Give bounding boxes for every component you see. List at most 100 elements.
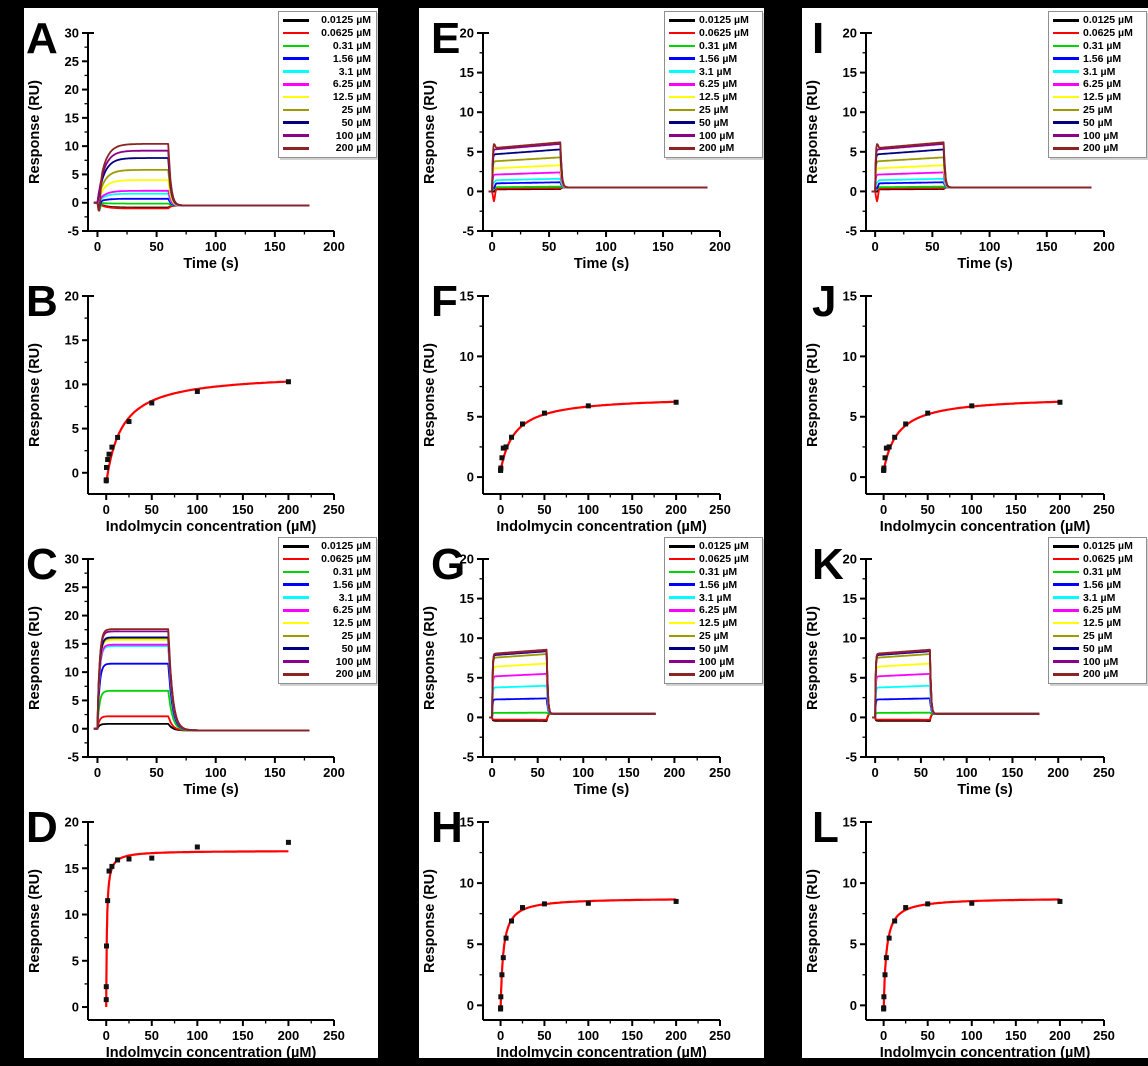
y-tick-label: 15 [65,333,79,348]
legend-entry: 50 µM [283,642,371,655]
legend-line-swatch [1053,95,1079,99]
legend-line-swatch [1053,83,1079,86]
panel-i: I 0 50 100 150 200 -5 0 5 10 15 20 Time (s) Response… [802,9,1148,271]
data-point [969,900,975,906]
x-tick-label: 0 [94,239,101,254]
legend-entry: 0.0125 µM [283,540,371,553]
legend-label: 100 µM [1083,129,1119,142]
legend-line-swatch [669,583,695,587]
x-axis-title: Time (s) [183,256,239,271]
x-tick-label: 50 [145,1028,159,1043]
data-point [498,994,504,1000]
panel-label-c: C [26,540,58,589]
series-line-25µM [872,653,1040,719]
legend-line-swatch [283,634,309,638]
legend-label: 100 µM [335,655,371,668]
data-point [109,863,115,869]
legend-line-swatch [669,147,695,150]
legend-line-swatch [1053,70,1079,73]
legend-line-swatch [1053,647,1079,651]
legend-label: 200 µM [335,668,371,681]
fit-line [105,380,289,484]
data-point [881,465,887,471]
panel-f: F 0 50 100 150 200 250 0 5 10 15 Indolmycin concen… [419,272,764,535]
legend-label: 0.31 µM [332,565,371,578]
legend-line-swatch [283,557,309,561]
legend-entry: 1.56 µM [1053,578,1141,591]
plot-svg: 0 50 100 150 200 250 -5 0 5 10 15 20 Time (s) Respons… [422,552,731,798]
legend-entry: 200 µM [669,668,757,681]
fit-line [499,898,677,1012]
x-tick-label: 150 [618,765,640,780]
y-tick-label: 25 [65,580,79,595]
legend: 0.0125 µM 0.0625 µM 0.31 µM 1.56 µM 3.1 µM 6.… [278,537,377,684]
y-axis-title: Response (RU) [27,869,43,973]
y-tick-label: 0 [467,184,474,199]
legend-entry: 3.1 µM [669,591,757,604]
plot-svg: 0 50 100 150 200 250 0 5 10 15 20 Indolmycin concen… [27,289,345,535]
y-tick-label: 15 [843,289,857,304]
x-tick-label: 50 [920,1028,934,1043]
x-tick-label: 50 [914,765,928,780]
panel-d: D 0 50 100 150 200 250 0 5 10 15 20 Indolmycin conc… [24,798,378,1059]
legend-entry: 0.0625 µM [1053,27,1141,40]
y-tick-label: 15 [843,65,857,80]
x-tick-label: 150 [652,239,674,254]
legend-entry: 3.1 µM [669,65,757,78]
x-tick-label: 100 [186,1028,208,1043]
legend-line-swatch [283,660,309,663]
legend-line-swatch [283,545,309,548]
legend-label: 25 µM [1083,103,1113,116]
x-axis-title: Indolmycin concentration (µM) [496,519,707,534]
legend: 0.0125 µM 0.0625 µM 0.31 µM 1.56 µM 3.1 µM 6.… [1048,537,1147,684]
fit-line [882,898,1060,1012]
legend-line-swatch [669,647,695,651]
y-tick-label: 15 [843,815,857,830]
x-axis-title: Indolmycin concentration (µM) [880,519,1091,534]
legend-entry: 0.0125 µM [1053,14,1141,27]
legend-line-swatch [1053,545,1079,548]
chart-c: 0 50 100 150 200 -5 0 5 10 15 20 25 30 Time (s) Respon… [24,535,378,797]
x-tick-label: 0 [94,765,101,780]
data-point [925,410,931,416]
legend-entry: 12.5 µM [669,617,757,630]
legend-entry: 25 µM [669,104,757,117]
y-tick-label: 20 [843,26,857,41]
legend-entry: 25 µM [283,104,371,117]
legend-entry: 6.25 µM [283,78,371,91]
legend-label: 0.31 µM [332,39,371,52]
legend-entry: 1.56 µM [283,52,371,65]
series-line-0.0125µM [93,722,310,732]
panel-label-k: K [812,540,844,589]
column-2: E 0 50 100 150 200 -5 0 5 10 15 20 Time (s) Response… [419,8,764,1058]
panel-label-h: H [431,803,463,852]
x-tick-label: 50 [542,239,556,254]
legend-entry: 3.1 µM [1053,65,1141,78]
legend-line-swatch [283,596,309,599]
x-axis-title: Time (s) [957,782,1013,797]
legend-entry: 100 µM [283,655,371,668]
y-tick-label: 15 [843,591,857,606]
x-tick-label: 50 [149,239,163,254]
data-point [520,905,525,911]
legend-line-swatch [1053,147,1079,150]
data-point [881,1005,887,1011]
x-tick-label: 200 [665,502,687,517]
y-axis-title: Response (RU) [805,343,821,447]
panel-label-j: J [812,277,837,326]
y-tick-label: 5 [850,144,857,159]
chart-g: 0 50 100 150 200 250 -5 0 5 10 15 20 Time (s) Respons… [419,535,764,797]
legend-line-swatch [669,634,695,638]
panel-label-a: A [26,14,58,63]
legend-label: 0.0625 µM [699,553,749,566]
legend-label: 6.25 µM [332,78,371,91]
x-tick-label: 100 [186,502,208,517]
legend-line-swatch [669,121,695,125]
y-tick-label: 0 [850,710,857,725]
legend-label: 0.31 µM [1083,39,1122,52]
data-point [673,399,679,405]
x-tick-label: 250 [1093,502,1115,517]
legend-line-swatch [283,147,309,150]
legend-label: 12.5 µM [699,91,738,104]
